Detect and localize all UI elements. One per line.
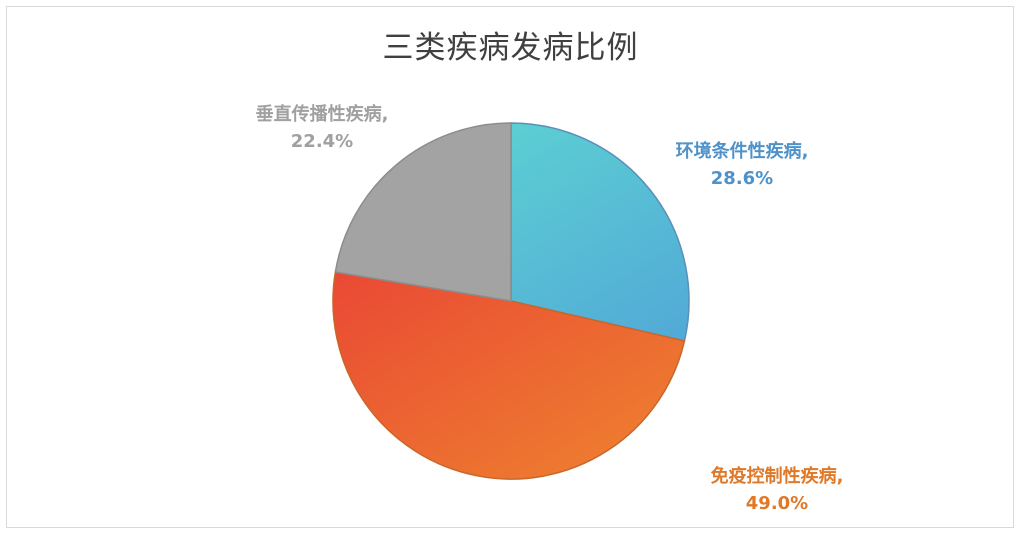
slice-data-label-1: 环境条件性疾病, 28.6%	[642, 138, 842, 192]
slice-category-label: 免疫控制性疾病,	[710, 466, 844, 487]
chart-title: 三类疾病发病比例	[382, 30, 639, 66]
pie-slice-2	[332, 271, 686, 480]
slice-category-label: 环境条件性疾病,	[675, 141, 809, 162]
slice-percent-label: 22.4%	[290, 131, 354, 152]
slice-category-label: 垂直传播性疾病,	[255, 104, 389, 125]
slice-percent-label: 28.6%	[710, 168, 774, 189]
pie-slice-1	[510, 122, 690, 342]
pie-slice-3	[334, 122, 512, 302]
slice-data-label-2: 免疫控制性疾病, 49.0%	[672, 463, 882, 517]
slice-percent-label: 49.0%	[745, 493, 809, 514]
slice-data-label-3: 垂直传播性疾病, 22.4%	[222, 101, 422, 155]
